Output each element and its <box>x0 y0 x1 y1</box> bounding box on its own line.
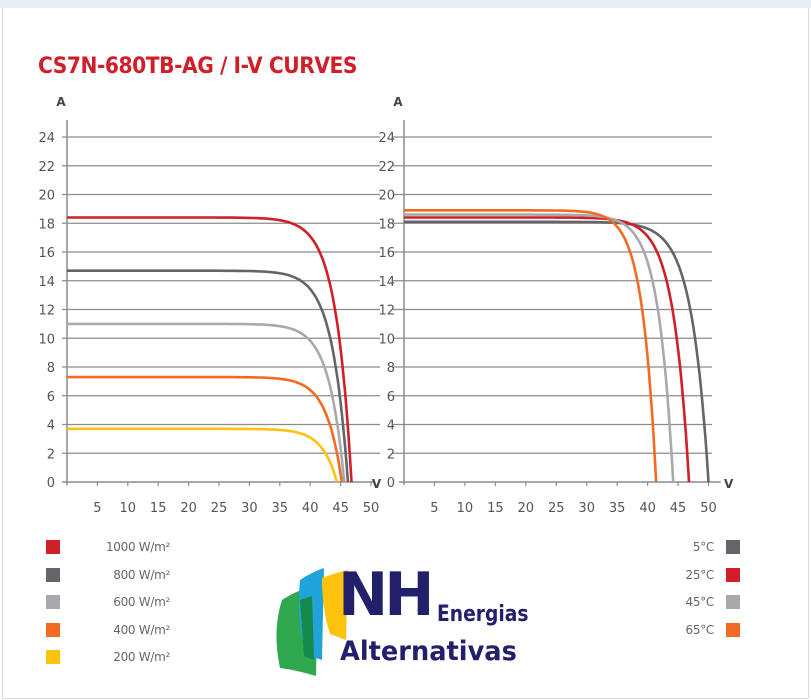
x-tick-label: 10 <box>120 501 137 516</box>
y-tick-label: 8 <box>387 361 395 376</box>
legend-label: 200 W/m² <box>113 650 170 664</box>
y-tick-label: 24 <box>38 131 55 146</box>
y-tick-label: 6 <box>387 390 395 405</box>
legend-swatch <box>726 622 740 637</box>
x-tick-label: 30 <box>241 501 258 516</box>
iv-curve-25-c <box>404 216 691 483</box>
x-tick-label: 35 <box>609 501 626 516</box>
x-tick-label: 25 <box>211 501 228 516</box>
y-tick-label: 10 <box>38 332 55 347</box>
legend-label: 800 W/m² <box>113 567 170 582</box>
logo-yellow-leaf <box>322 570 348 640</box>
logo-energias: Energias <box>437 602 529 627</box>
y-axis-label: A <box>56 95 66 109</box>
x-tick-label: 45 <box>670 501 687 516</box>
legend-label: 600 W/m² <box>113 595 170 609</box>
x-axis-label: V <box>724 477 734 491</box>
x-tick-label: 15 <box>150 501 167 516</box>
x-tick-label: 5 <box>93 501 101 516</box>
legend-swatch <box>726 540 740 554</box>
x-tick-label: 15 <box>487 501 504 516</box>
logo-nh: NH <box>338 560 434 630</box>
iv-curve-400-w-m- <box>67 375 344 483</box>
y-axis-label: A <box>393 95 403 109</box>
x-tick-label: 35 <box>272 501 289 516</box>
y-tick-label: 14 <box>38 275 55 290</box>
y-tick-label: 16 <box>38 246 55 261</box>
x-tick-label: 5 <box>430 501 438 516</box>
iv-curve-200-w-m- <box>67 427 339 483</box>
y-tick-label: 2 <box>387 447 395 462</box>
x-tick-label: 40 <box>639 501 656 516</box>
top-bar <box>0 0 811 8</box>
y-tick-label: 12 <box>378 304 395 319</box>
x-tick-label: 40 <box>302 501 319 516</box>
iv-curve-65-c <box>404 209 658 483</box>
iv-curve-1000-w-m- <box>67 216 353 483</box>
iv-curve-45-c <box>404 213 675 483</box>
legend-label: 1000 W/m² <box>105 540 170 554</box>
x-tick-label: 20 <box>518 501 535 516</box>
y-tick-label: 14 <box>378 275 395 290</box>
x-tick-label: 20 <box>180 501 197 516</box>
chart-title: CS7N-680TB-AG / I-V CURVES <box>38 54 358 79</box>
y-tick-label: 0 <box>47 476 55 491</box>
legend-label: 45°C <box>685 595 715 609</box>
y-tick-label: 20 <box>378 189 395 204</box>
y-tick-label: 18 <box>38 217 55 232</box>
logo-darkgreen-leaf <box>300 596 314 660</box>
x-tick-label: 10 <box>457 501 474 516</box>
logo-alternativas: Alternativas <box>340 636 517 667</box>
y-tick-label: 16 <box>378 246 395 261</box>
legend-label: 400 W/m² <box>113 622 170 637</box>
y-tick-label: 4 <box>47 419 55 434</box>
legend-label: 65°C <box>685 622 715 637</box>
y-tick-label: 12 <box>38 304 55 319</box>
x-tick-label: 30 <box>578 501 595 516</box>
iv-curve-800-w-m- <box>67 269 350 483</box>
y-tick-label: 2 <box>47 447 55 462</box>
y-tick-label: 4 <box>387 419 395 434</box>
y-tick-label: 10 <box>378 332 395 347</box>
y-tick-label: 20 <box>38 189 55 204</box>
legend-label: 25°C <box>685 567 715 582</box>
legend-swatch <box>46 650 60 664</box>
y-tick-label: 6 <box>47 390 55 405</box>
legend-swatch <box>46 540 60 554</box>
legend-swatch <box>726 595 740 609</box>
legend-swatch <box>46 595 60 609</box>
x-tick-label: 25 <box>548 501 565 516</box>
y-tick-label: 0 <box>387 476 395 491</box>
y-tick-label: 22 <box>378 160 395 175</box>
y-tick-label: 18 <box>378 217 395 232</box>
chart-card <box>2 8 809 699</box>
legend-swatch <box>46 622 60 637</box>
legend-label: 5°C <box>692 540 714 554</box>
x-tick-label: 45 <box>332 501 349 516</box>
y-tick-label: 8 <box>47 361 55 376</box>
iv-curve-5-c <box>404 220 710 483</box>
x-tick-label: 50 <box>363 501 380 516</box>
legend-swatch <box>46 567 60 582</box>
iv-curve-600-w-m- <box>67 322 346 483</box>
y-tick-label: 24 <box>378 131 395 146</box>
x-tick-label: 50 <box>700 501 717 516</box>
y-tick-label: 22 <box>38 160 55 175</box>
legend-swatch <box>726 567 740 582</box>
x-axis-label: V <box>372 477 382 491</box>
